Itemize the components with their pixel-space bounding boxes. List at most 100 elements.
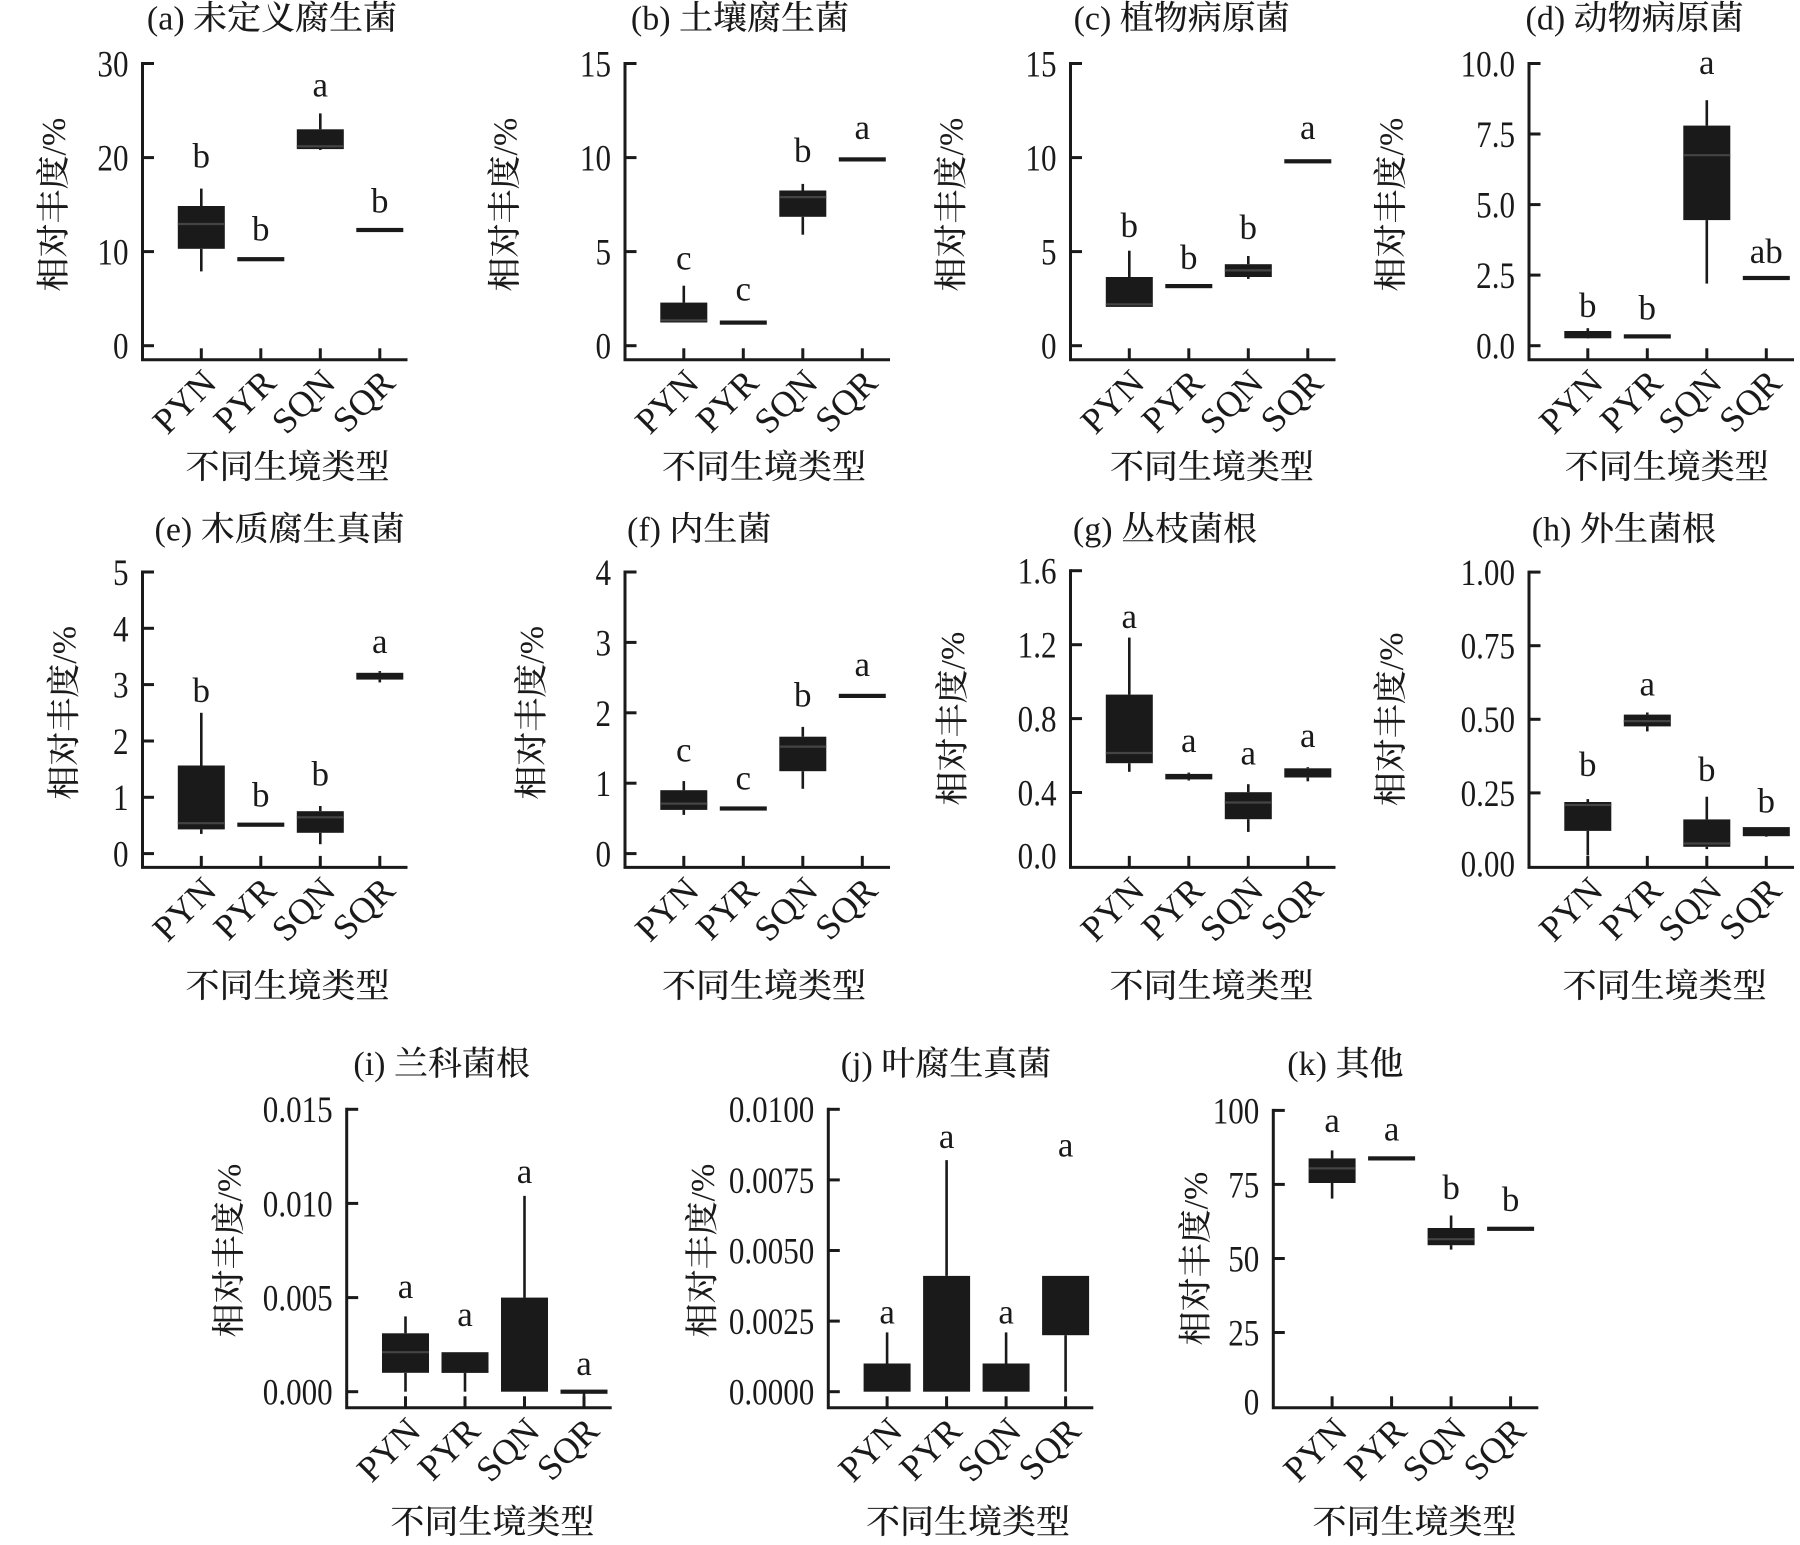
svg-text:a: a bbox=[939, 1117, 955, 1156]
svg-text:0.000: 0.000 bbox=[263, 1373, 333, 1413]
svg-text:a: a bbox=[576, 1344, 592, 1383]
svg-text:0: 0 bbox=[595, 835, 611, 875]
svg-text:SQN: SQN bbox=[264, 362, 343, 441]
svg-text:50: 50 bbox=[1228, 1240, 1259, 1280]
svg-text:3: 3 bbox=[595, 624, 611, 664]
svg-text:0.75: 0.75 bbox=[1461, 627, 1515, 667]
svg-text:0.0050: 0.0050 bbox=[729, 1232, 814, 1272]
svg-text:b: b bbox=[1502, 1180, 1520, 1219]
svg-text:PYR: PYR bbox=[410, 1410, 488, 1488]
svg-text:25: 25 bbox=[1228, 1314, 1259, 1354]
svg-text:15: 15 bbox=[1025, 45, 1056, 85]
svg-text:a: a bbox=[1058, 1126, 1074, 1165]
svg-text:0.0025: 0.0025 bbox=[729, 1303, 814, 1343]
svg-text:PYN: PYN bbox=[145, 362, 224, 441]
svg-text:0.0: 0.0 bbox=[1476, 327, 1515, 367]
svg-text:0.0000: 0.0000 bbox=[729, 1373, 814, 1413]
svg-text:/%: /% bbox=[1373, 632, 1410, 670]
svg-text:SQR: SQR bbox=[1010, 1410, 1088, 1488]
svg-text:a: a bbox=[855, 108, 871, 147]
svg-text:1.6: 1.6 bbox=[1018, 552, 1057, 592]
svg-text:b: b bbox=[1698, 750, 1716, 789]
svg-text:PYN: PYN bbox=[1276, 1410, 1355, 1489]
svg-text:1.2: 1.2 bbox=[1018, 626, 1057, 666]
svg-text:c: c bbox=[676, 239, 692, 278]
svg-text:3: 3 bbox=[113, 666, 129, 706]
svg-text:1: 1 bbox=[113, 779, 129, 819]
svg-text:2: 2 bbox=[113, 722, 129, 762]
svg-text:/%: /% bbox=[685, 1164, 722, 1202]
svg-text:2.5: 2.5 bbox=[1476, 257, 1515, 297]
svg-text:15: 15 bbox=[580, 45, 611, 85]
svg-text:b: b bbox=[252, 775, 270, 814]
svg-text:a: a bbox=[879, 1292, 895, 1331]
svg-text:5: 5 bbox=[113, 554, 129, 594]
svg-text:20: 20 bbox=[97, 139, 128, 179]
svg-text:75: 75 bbox=[1228, 1166, 1259, 1206]
svg-text:PYR: PYR bbox=[1592, 362, 1670, 440]
svg-text:SQN: SQN bbox=[1192, 870, 1271, 949]
svg-text:a: a bbox=[517, 1152, 533, 1191]
svg-text:PYN: PYN bbox=[1073, 870, 1152, 949]
svg-text:0.010: 0.010 bbox=[263, 1185, 333, 1225]
svg-text:a: a bbox=[1300, 108, 1316, 147]
svg-text:10: 10 bbox=[97, 233, 128, 273]
svg-text:SQR: SQR bbox=[1711, 362, 1789, 440]
svg-text:PYR: PYR bbox=[206, 870, 284, 948]
svg-text:SQR: SQR bbox=[807, 870, 885, 948]
svg-text:PYR: PYR bbox=[1134, 362, 1212, 440]
svg-text:7.5: 7.5 bbox=[1476, 116, 1515, 156]
svg-text:PYR: PYR bbox=[1592, 870, 1670, 948]
svg-text:/%: /% bbox=[487, 118, 524, 156]
svg-text:5: 5 bbox=[1041, 233, 1057, 273]
svg-text:0.4: 0.4 bbox=[1018, 774, 1057, 814]
svg-text:0.015: 0.015 bbox=[263, 1091, 333, 1131]
svg-text:SQN: SQN bbox=[1192, 362, 1271, 441]
svg-text:SQR: SQR bbox=[529, 1410, 607, 1488]
svg-text:/%: /% bbox=[47, 626, 84, 664]
svg-text:a: a bbox=[1699, 43, 1715, 82]
svg-text:/%: /% bbox=[36, 118, 73, 156]
svg-text:b: b bbox=[1180, 238, 1198, 277]
svg-text:PYN: PYN bbox=[627, 362, 706, 441]
svg-text:a: a bbox=[313, 66, 329, 105]
svg-text:SQN: SQN bbox=[746, 870, 825, 949]
svg-text:(g): (g) bbox=[1073, 511, 1113, 548]
svg-text:SQR: SQR bbox=[325, 362, 403, 440]
svg-text:/%: /% bbox=[1373, 118, 1410, 156]
svg-text:PYR: PYR bbox=[891, 1410, 969, 1488]
svg-text:a: a bbox=[1300, 716, 1316, 755]
svg-text:PYN: PYN bbox=[1531, 870, 1610, 949]
svg-text:PYN: PYN bbox=[145, 870, 224, 949]
svg-text:PYN: PYN bbox=[1531, 362, 1610, 441]
svg-text:0.005: 0.005 bbox=[263, 1279, 333, 1319]
svg-text:b: b bbox=[794, 131, 812, 170]
svg-text:0: 0 bbox=[113, 327, 129, 367]
svg-text:SQN: SQN bbox=[264, 870, 343, 949]
svg-text:SQN: SQN bbox=[1650, 870, 1729, 949]
svg-text:(b): (b) bbox=[631, 0, 671, 37]
svg-text:SQN: SQN bbox=[1650, 362, 1729, 441]
svg-text:PYR: PYR bbox=[688, 362, 766, 440]
svg-text:30: 30 bbox=[97, 45, 128, 85]
svg-text:PYR: PYR bbox=[1336, 1410, 1414, 1488]
svg-text:a: a bbox=[1384, 1109, 1400, 1148]
svg-text:b: b bbox=[1639, 288, 1657, 327]
svg-text:10: 10 bbox=[580, 139, 611, 179]
svg-text:/%: /% bbox=[934, 118, 971, 156]
svg-text:c: c bbox=[736, 269, 752, 308]
svg-text:1: 1 bbox=[595, 765, 611, 805]
svg-text:(c): (c) bbox=[1074, 0, 1112, 37]
svg-text:a: a bbox=[1241, 733, 1257, 772]
svg-text:b: b bbox=[1579, 286, 1597, 325]
svg-text:SQR: SQR bbox=[807, 362, 885, 440]
svg-text:4: 4 bbox=[113, 610, 129, 650]
svg-text:PYR: PYR bbox=[688, 870, 766, 948]
svg-text:SQN: SQN bbox=[1395, 1410, 1474, 1489]
svg-text:10.0: 10.0 bbox=[1461, 45, 1515, 85]
svg-text:b: b bbox=[1758, 781, 1776, 820]
svg-text:0.0100: 0.0100 bbox=[729, 1091, 814, 1131]
svg-text:SQR: SQR bbox=[1253, 362, 1331, 440]
svg-text:SQR: SQR bbox=[1711, 870, 1789, 948]
svg-text:PYN: PYN bbox=[349, 1410, 428, 1489]
